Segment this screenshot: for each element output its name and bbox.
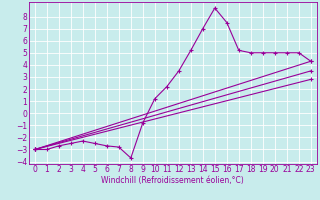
X-axis label: Windchill (Refroidissement éolien,°C): Windchill (Refroidissement éolien,°C) [101, 176, 244, 185]
